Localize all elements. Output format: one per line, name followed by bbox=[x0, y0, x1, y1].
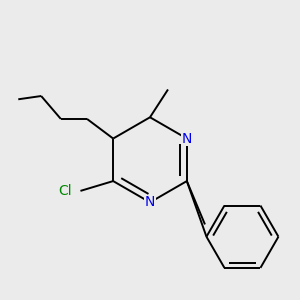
Text: N: N bbox=[182, 131, 192, 146]
Text: Cl: Cl bbox=[58, 184, 72, 198]
Text: N: N bbox=[145, 195, 155, 209]
